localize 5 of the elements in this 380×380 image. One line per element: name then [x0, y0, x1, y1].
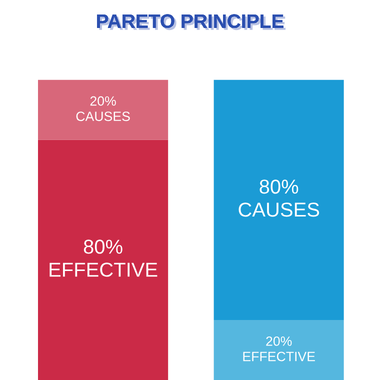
data-label: 80% CAUSES — [238, 180, 320, 217]
data-label: 80% EFFECTIVE — [50, 240, 158, 277]
data-label: 20% CAUSES — [76, 96, 130, 122]
chart-title: PARETO PRINCIPLE — [97, 14, 286, 30]
data-label: 20% EFFECTIVE — [243, 336, 315, 362]
